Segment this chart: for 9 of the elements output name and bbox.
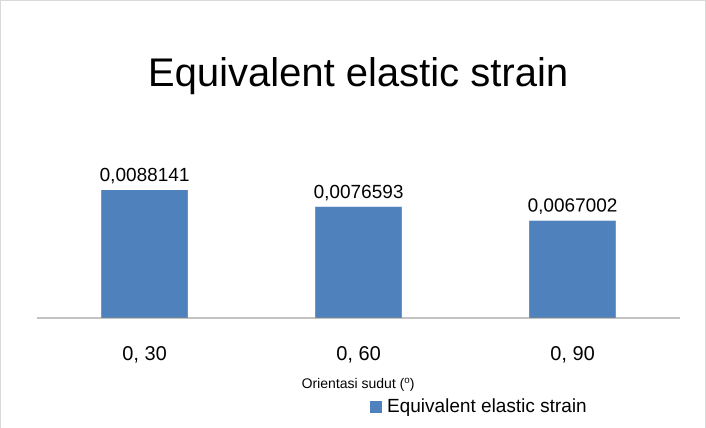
data-label: 0,0076593 bbox=[314, 182, 404, 203]
data-label: 0,0088141 bbox=[100, 165, 190, 186]
x-tick-label: 0, 60 bbox=[336, 343, 381, 365]
x-tick-label: 0, 30 bbox=[122, 343, 167, 365]
x-axis-title: Orientasi sudut ($^{o}$) bbox=[302, 374, 414, 391]
x-tick-label: 0, 90 bbox=[550, 343, 595, 365]
legend-label: Equivalent elastic strain bbox=[387, 396, 587, 417]
data-label: 0,0067002 bbox=[528, 196, 618, 217]
chart-title: Equivalent elastic strain bbox=[148, 51, 568, 95]
